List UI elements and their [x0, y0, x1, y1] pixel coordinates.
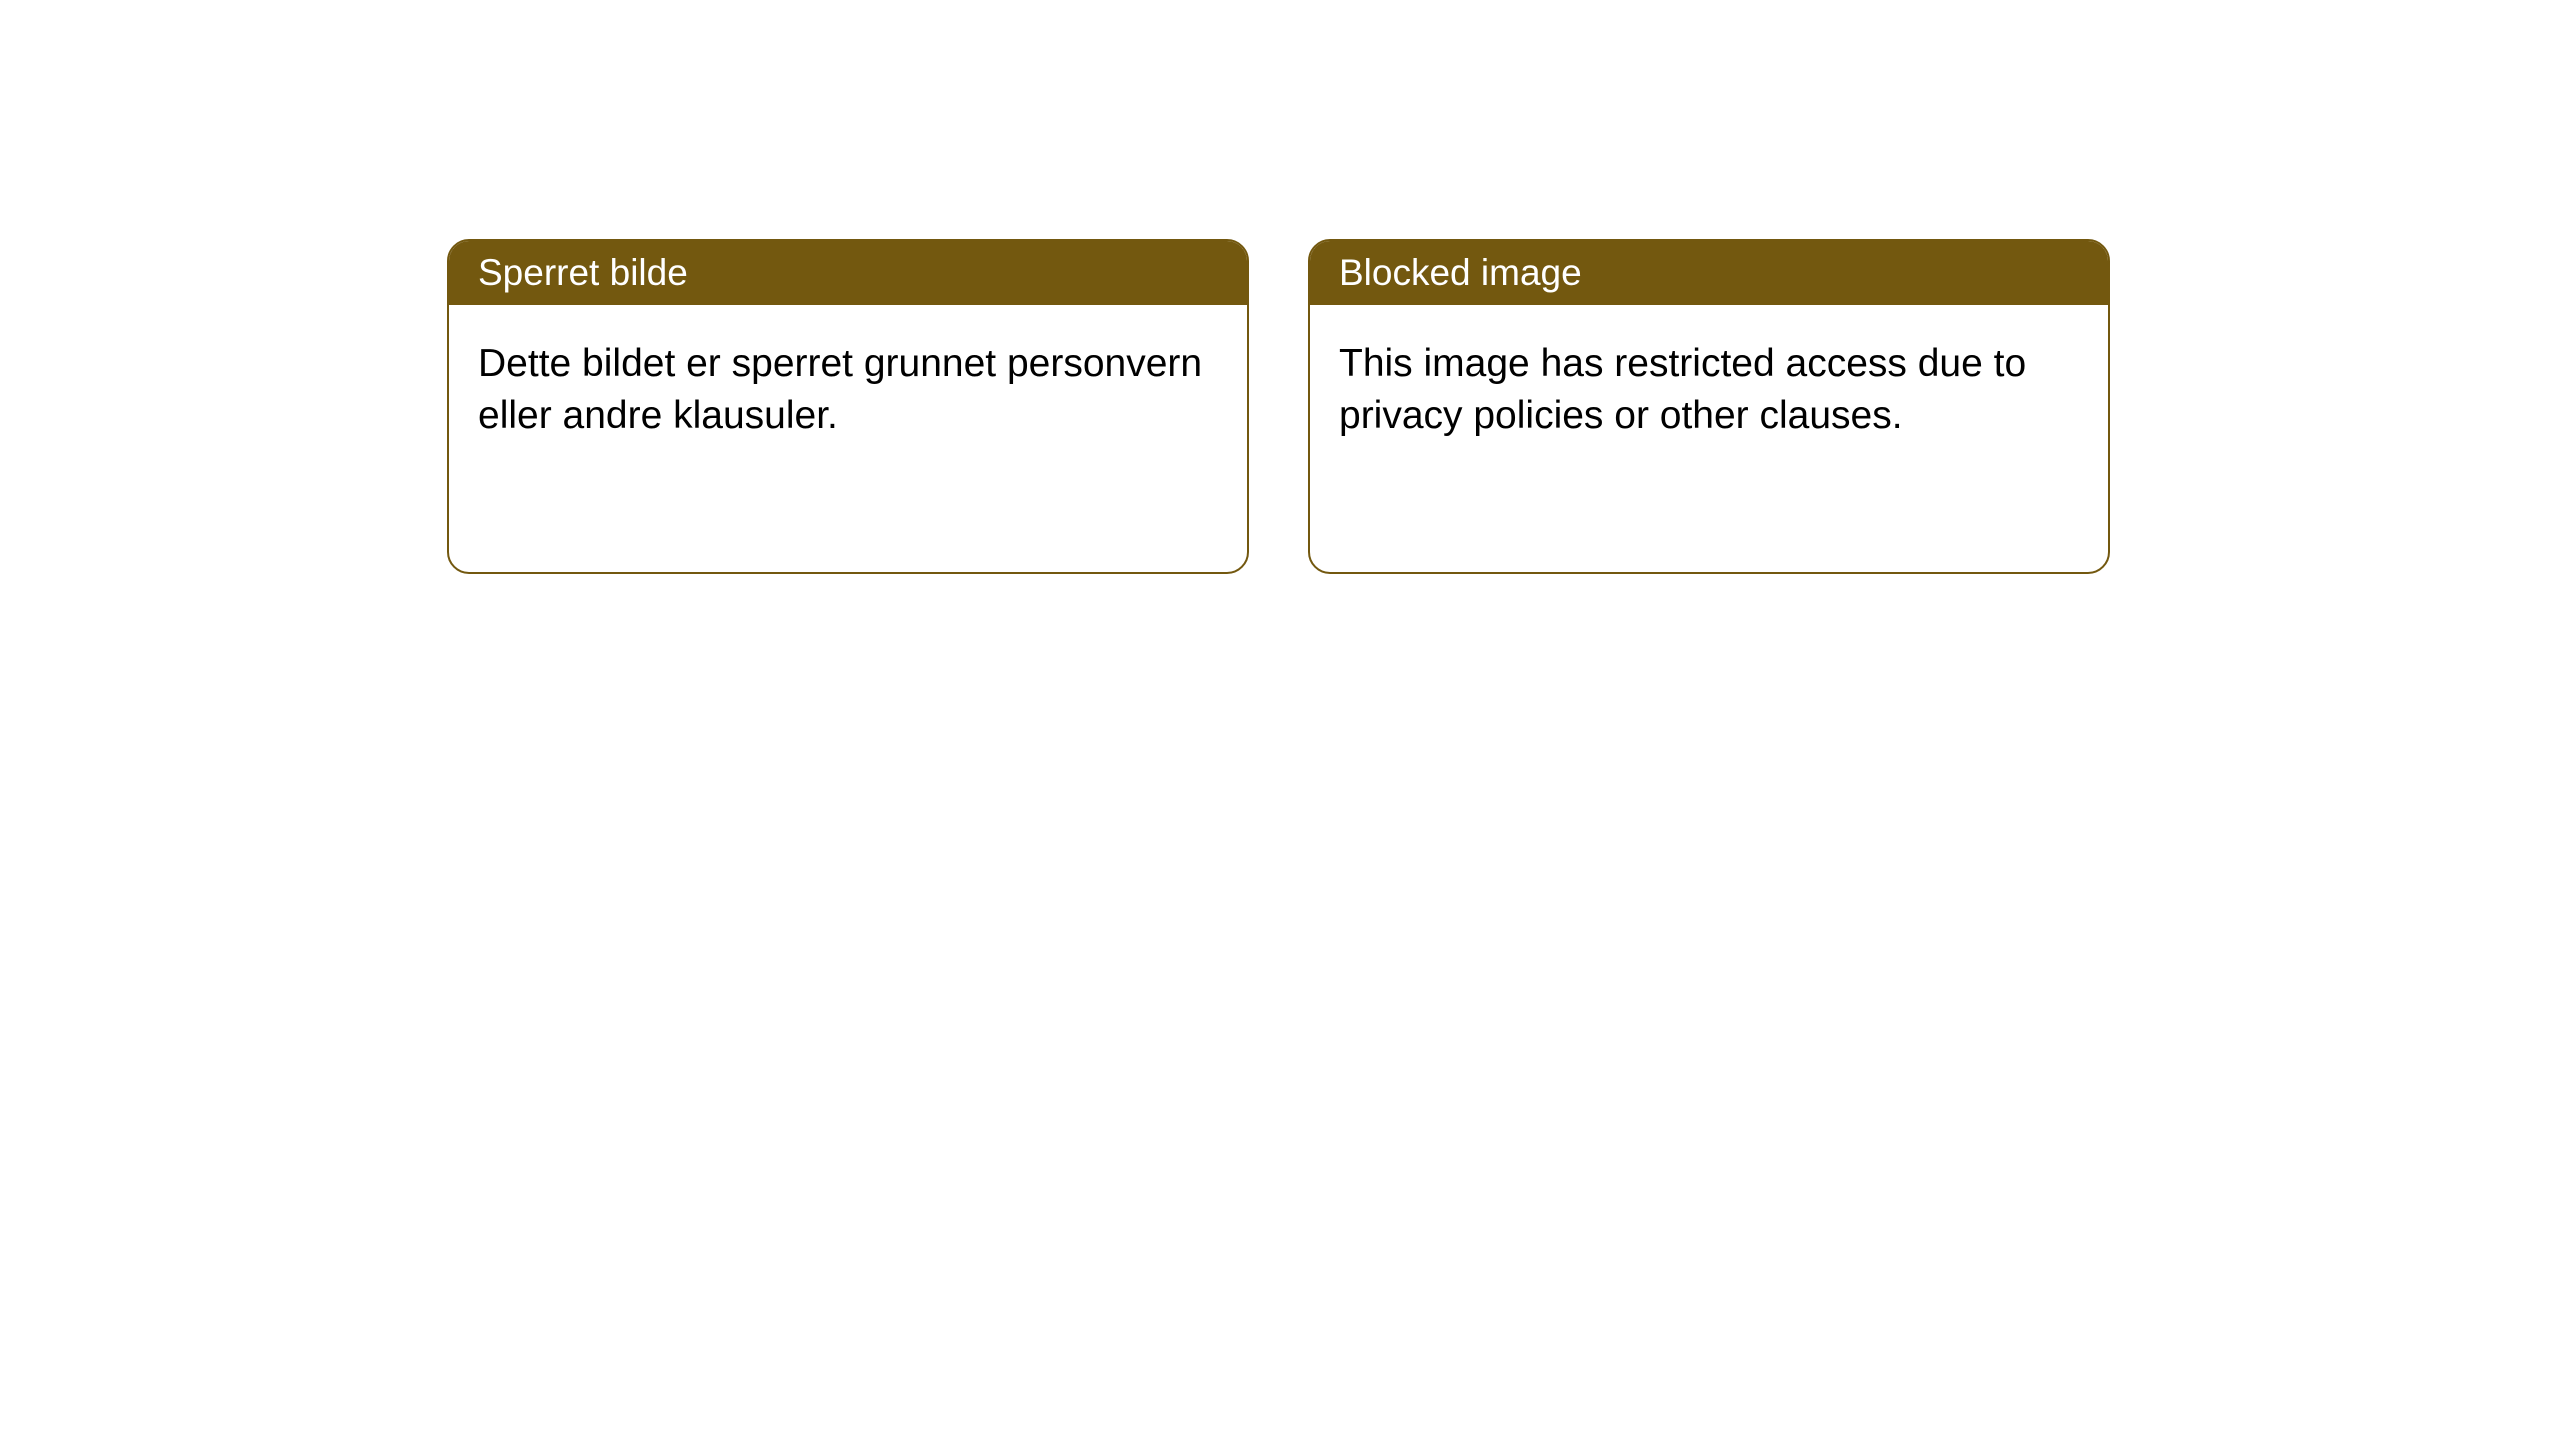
- notice-cards-container: Sperret bilde Dette bildet er sperret gr…: [447, 239, 2110, 574]
- card-body: Dette bildet er sperret grunnet personve…: [449, 305, 1247, 476]
- card-body-text: Dette bildet er sperret grunnet personve…: [478, 342, 1202, 437]
- notice-card-english: Blocked image This image has restricted …: [1308, 239, 2110, 574]
- card-body-text: This image has restricted access due to …: [1339, 342, 2026, 437]
- card-header: Blocked image: [1310, 241, 2108, 305]
- card-title: Blocked image: [1339, 252, 1582, 293]
- notice-card-norwegian: Sperret bilde Dette bildet er sperret gr…: [447, 239, 1249, 574]
- card-header: Sperret bilde: [449, 241, 1247, 305]
- card-body: This image has restricted access due to …: [1310, 305, 2108, 476]
- card-title: Sperret bilde: [478, 252, 688, 293]
